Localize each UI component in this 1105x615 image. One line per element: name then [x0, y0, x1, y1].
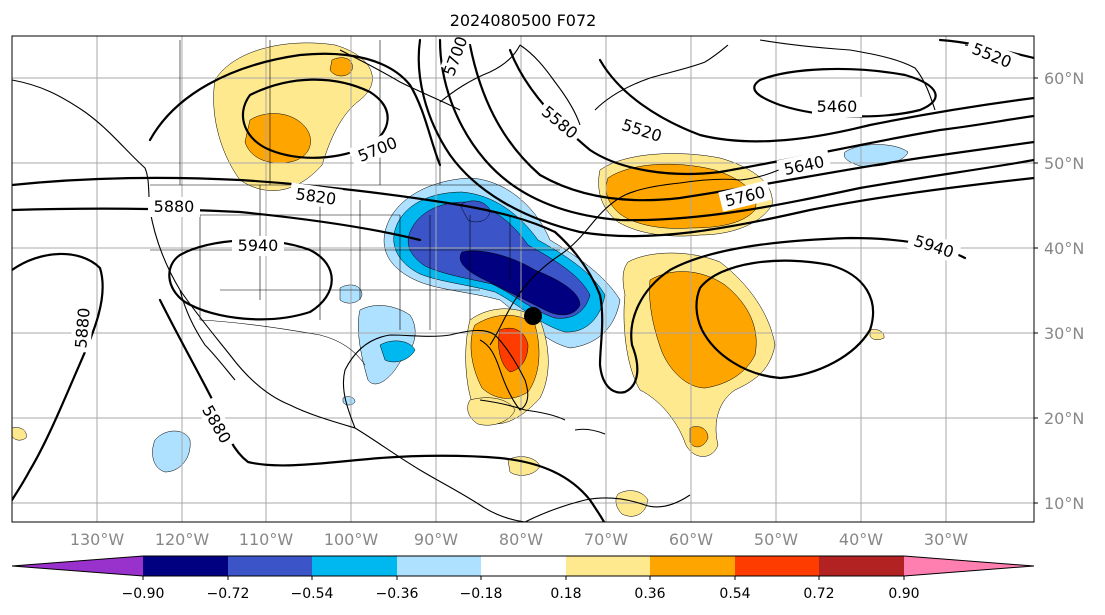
- graticule: [12, 36, 1034, 522]
- contour-5580-main: [508, 48, 1034, 176]
- shade-west-canada-orange: [244, 113, 311, 164]
- colorbar-under-triangle: [12, 556, 143, 576]
- colorbar-bin: [228, 556, 312, 576]
- lon-label: 110°W: [239, 530, 294, 549]
- colorbar-tick-label: −0.90: [122, 586, 165, 602]
- shade-mexico-pacific-blue: [152, 430, 191, 473]
- colorbar-bin: [481, 556, 566, 576]
- contour-label: 5880: [198, 402, 235, 447]
- colorbar-tick-label: 0.18: [550, 586, 581, 602]
- contour-5640-main: [468, 43, 1034, 202]
- shade-atlantic-small: [869, 329, 885, 340]
- shade-gulf-cyan: [379, 340, 416, 363]
- longitude-labels: 130°W 120°W 110°W 100°W 90°W 80°W 70°W 6…: [70, 530, 968, 549]
- contour-5940-atlantic: [695, 259, 875, 380]
- shade-west-canada-orange-2: [329, 57, 353, 77]
- colorbar-tick-label: 0.72: [803, 586, 834, 602]
- contour-label: 5700: [440, 34, 472, 79]
- colorbar-bin: [397, 556, 481, 576]
- contour-5880-east: [553, 230, 967, 394]
- contour-label: 5880: [154, 197, 195, 216]
- colorbar-bin: [312, 556, 397, 576]
- shade-maritimes-orange: [605, 163, 757, 229]
- colorbar-tick-label: 0.90: [888, 586, 919, 602]
- lon-label: 80°W: [499, 530, 543, 549]
- contour-5760-west: [148, 52, 442, 167]
- shade-atlantic-orange-2: [689, 426, 709, 448]
- lon-label: 40°W: [839, 530, 883, 549]
- colorbar: −0.90 −0.72 −0.54 −0.36 −0.18 0.18 0.36 …: [11, 555, 1035, 602]
- colorbar-tick-label: −0.18: [460, 586, 503, 602]
- lat-label: 40°N: [1044, 239, 1084, 258]
- contour-5880-outer: [12, 252, 104, 502]
- colorbar-tick-label: 0.54: [719, 586, 750, 602]
- colorbar-tick-label: −0.72: [207, 586, 250, 602]
- contour-label: 5520: [620, 115, 665, 146]
- colorbar-bin: [143, 556, 228, 576]
- contour-5880-north: [12, 207, 422, 242]
- lat-label: 10°N: [1044, 494, 1084, 513]
- lon-label: 70°W: [584, 530, 628, 549]
- lon-label: 130°W: [70, 530, 125, 549]
- contour-5700-main: [438, 38, 1034, 222]
- colorbar-bin: [819, 556, 904, 576]
- height-contours: [12, 38, 1034, 522]
- contour-label: 5520: [969, 39, 1014, 72]
- lon-label: 50°W: [754, 530, 798, 549]
- lon-label: 60°W: [669, 530, 713, 549]
- lat-label: 60°N: [1044, 69, 1084, 88]
- lat-label: 30°N: [1044, 324, 1084, 343]
- contour-5760-main: [417, 38, 1034, 238]
- political-borders: [150, 40, 560, 366]
- lon-label: 30°W: [924, 530, 968, 549]
- storm-center-marker: [524, 307, 542, 325]
- contour-5460-loop: [753, 67, 937, 118]
- lat-label: 50°N: [1044, 154, 1084, 173]
- lon-label: 120°W: [155, 530, 210, 549]
- anomaly-shading: [12, 42, 909, 517]
- shade-small-pacific: [12, 427, 27, 441]
- colorbar-tick-label: −0.54: [291, 586, 334, 602]
- contour-label: 5880: [71, 307, 93, 349]
- colorbar-bin: [735, 556, 819, 576]
- colorbar-bin: [650, 556, 735, 576]
- lon-label: 100°W: [324, 530, 379, 549]
- contour-label: 5940: [238, 236, 279, 255]
- map-title: 2024080500 F072: [450, 11, 597, 30]
- colorbar-bin: [566, 556, 650, 576]
- contour-label: 5940: [912, 231, 957, 262]
- lon-label: 90°W: [414, 530, 458, 549]
- shade-eastus-navy: [460, 250, 581, 316]
- map-panel: 5700 5700 5520 5460 5580 5520 5640 5760 …: [12, 34, 1034, 522]
- colorbar-tick-label: 0.36: [634, 586, 665, 602]
- contour-5520-main: [598, 58, 1034, 143]
- contour-label: 5460: [817, 97, 858, 116]
- colorbar-over-triangle: [904, 556, 1034, 576]
- lat-label: 20°N: [1044, 409, 1084, 428]
- colorbar-tick-label: −0.36: [376, 586, 419, 602]
- map-frame: [11, 35, 1035, 523]
- latitude-labels: 60°N 50°N 40°N 30°N 20°N 10°N: [1034, 69, 1084, 513]
